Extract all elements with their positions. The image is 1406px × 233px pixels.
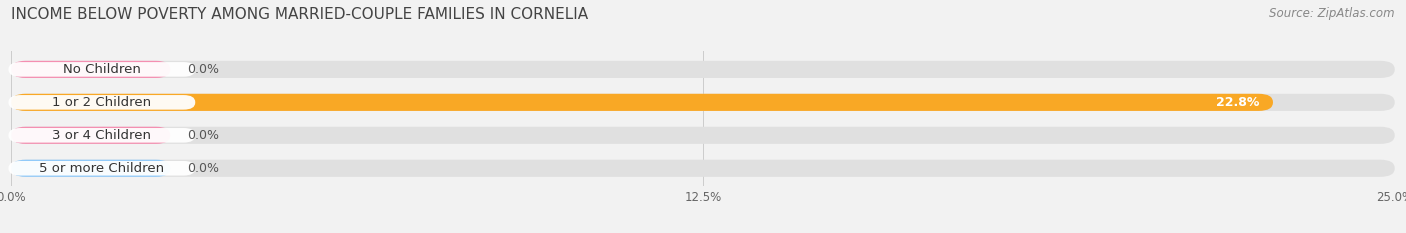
Text: Source: ZipAtlas.com: Source: ZipAtlas.com	[1270, 7, 1395, 20]
FancyBboxPatch shape	[11, 94, 1395, 111]
Text: 22.8%: 22.8%	[1216, 96, 1260, 109]
FancyBboxPatch shape	[8, 95, 195, 110]
Text: 0.0%: 0.0%	[187, 129, 219, 142]
FancyBboxPatch shape	[11, 127, 1395, 144]
Text: No Children: No Children	[63, 63, 141, 76]
Text: INCOME BELOW POVERTY AMONG MARRIED-COUPLE FAMILIES IN CORNELIA: INCOME BELOW POVERTY AMONG MARRIED-COUPL…	[11, 7, 588, 22]
FancyBboxPatch shape	[11, 61, 1395, 78]
FancyBboxPatch shape	[11, 160, 1395, 177]
FancyBboxPatch shape	[11, 160, 170, 177]
Text: 5 or more Children: 5 or more Children	[39, 162, 165, 175]
Text: 0.0%: 0.0%	[187, 162, 219, 175]
FancyBboxPatch shape	[11, 127, 170, 144]
FancyBboxPatch shape	[8, 128, 195, 143]
FancyBboxPatch shape	[8, 161, 195, 175]
FancyBboxPatch shape	[8, 62, 195, 77]
Text: 0.0%: 0.0%	[187, 63, 219, 76]
FancyBboxPatch shape	[11, 94, 1272, 111]
FancyBboxPatch shape	[11, 61, 170, 78]
Text: 3 or 4 Children: 3 or 4 Children	[52, 129, 152, 142]
Text: 1 or 2 Children: 1 or 2 Children	[52, 96, 152, 109]
